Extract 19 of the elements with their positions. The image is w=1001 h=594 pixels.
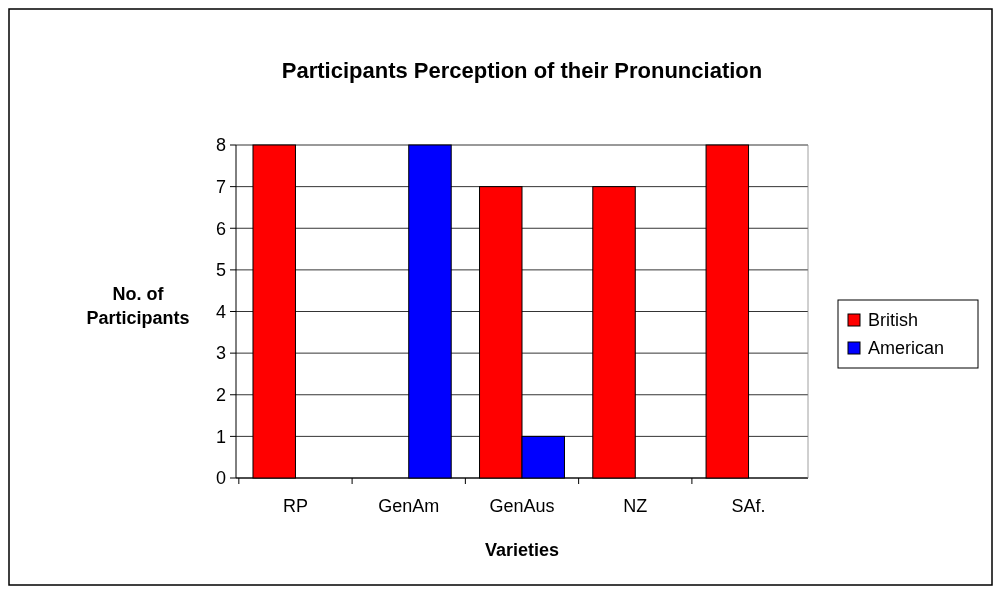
legend-label: American <box>868 338 945 359</box>
x-tick-label: NZ <box>623 496 648 516</box>
x-tick-label: SAf. <box>731 496 766 516</box>
x-tick-label: RP <box>282 496 308 516</box>
x-axis-title: Varieties <box>484 540 560 560</box>
y-axis-title: No. of Participants <box>86 284 190 328</box>
y-tick-label: 5 <box>215 260 226 281</box>
y-tick-label: 1 <box>215 426 226 447</box>
legend-label: British <box>868 310 919 331</box>
y-tick-label: 0 <box>215 468 226 489</box>
chart-title: Participants Perception of their Pronunciation <box>281 58 763 83</box>
y-tick-label: 7 <box>215 176 226 197</box>
y-tick-label: 3 <box>215 343 226 364</box>
y-tick-label: 6 <box>215 218 226 239</box>
y-tick-label: 2 <box>215 385 226 406</box>
y-tick-label: 8 <box>215 135 226 156</box>
x-tick-label: GenAm <box>378 496 440 516</box>
x-tick-label: GenAus <box>489 496 555 516</box>
y-tick-label: 4 <box>215 301 226 322</box>
